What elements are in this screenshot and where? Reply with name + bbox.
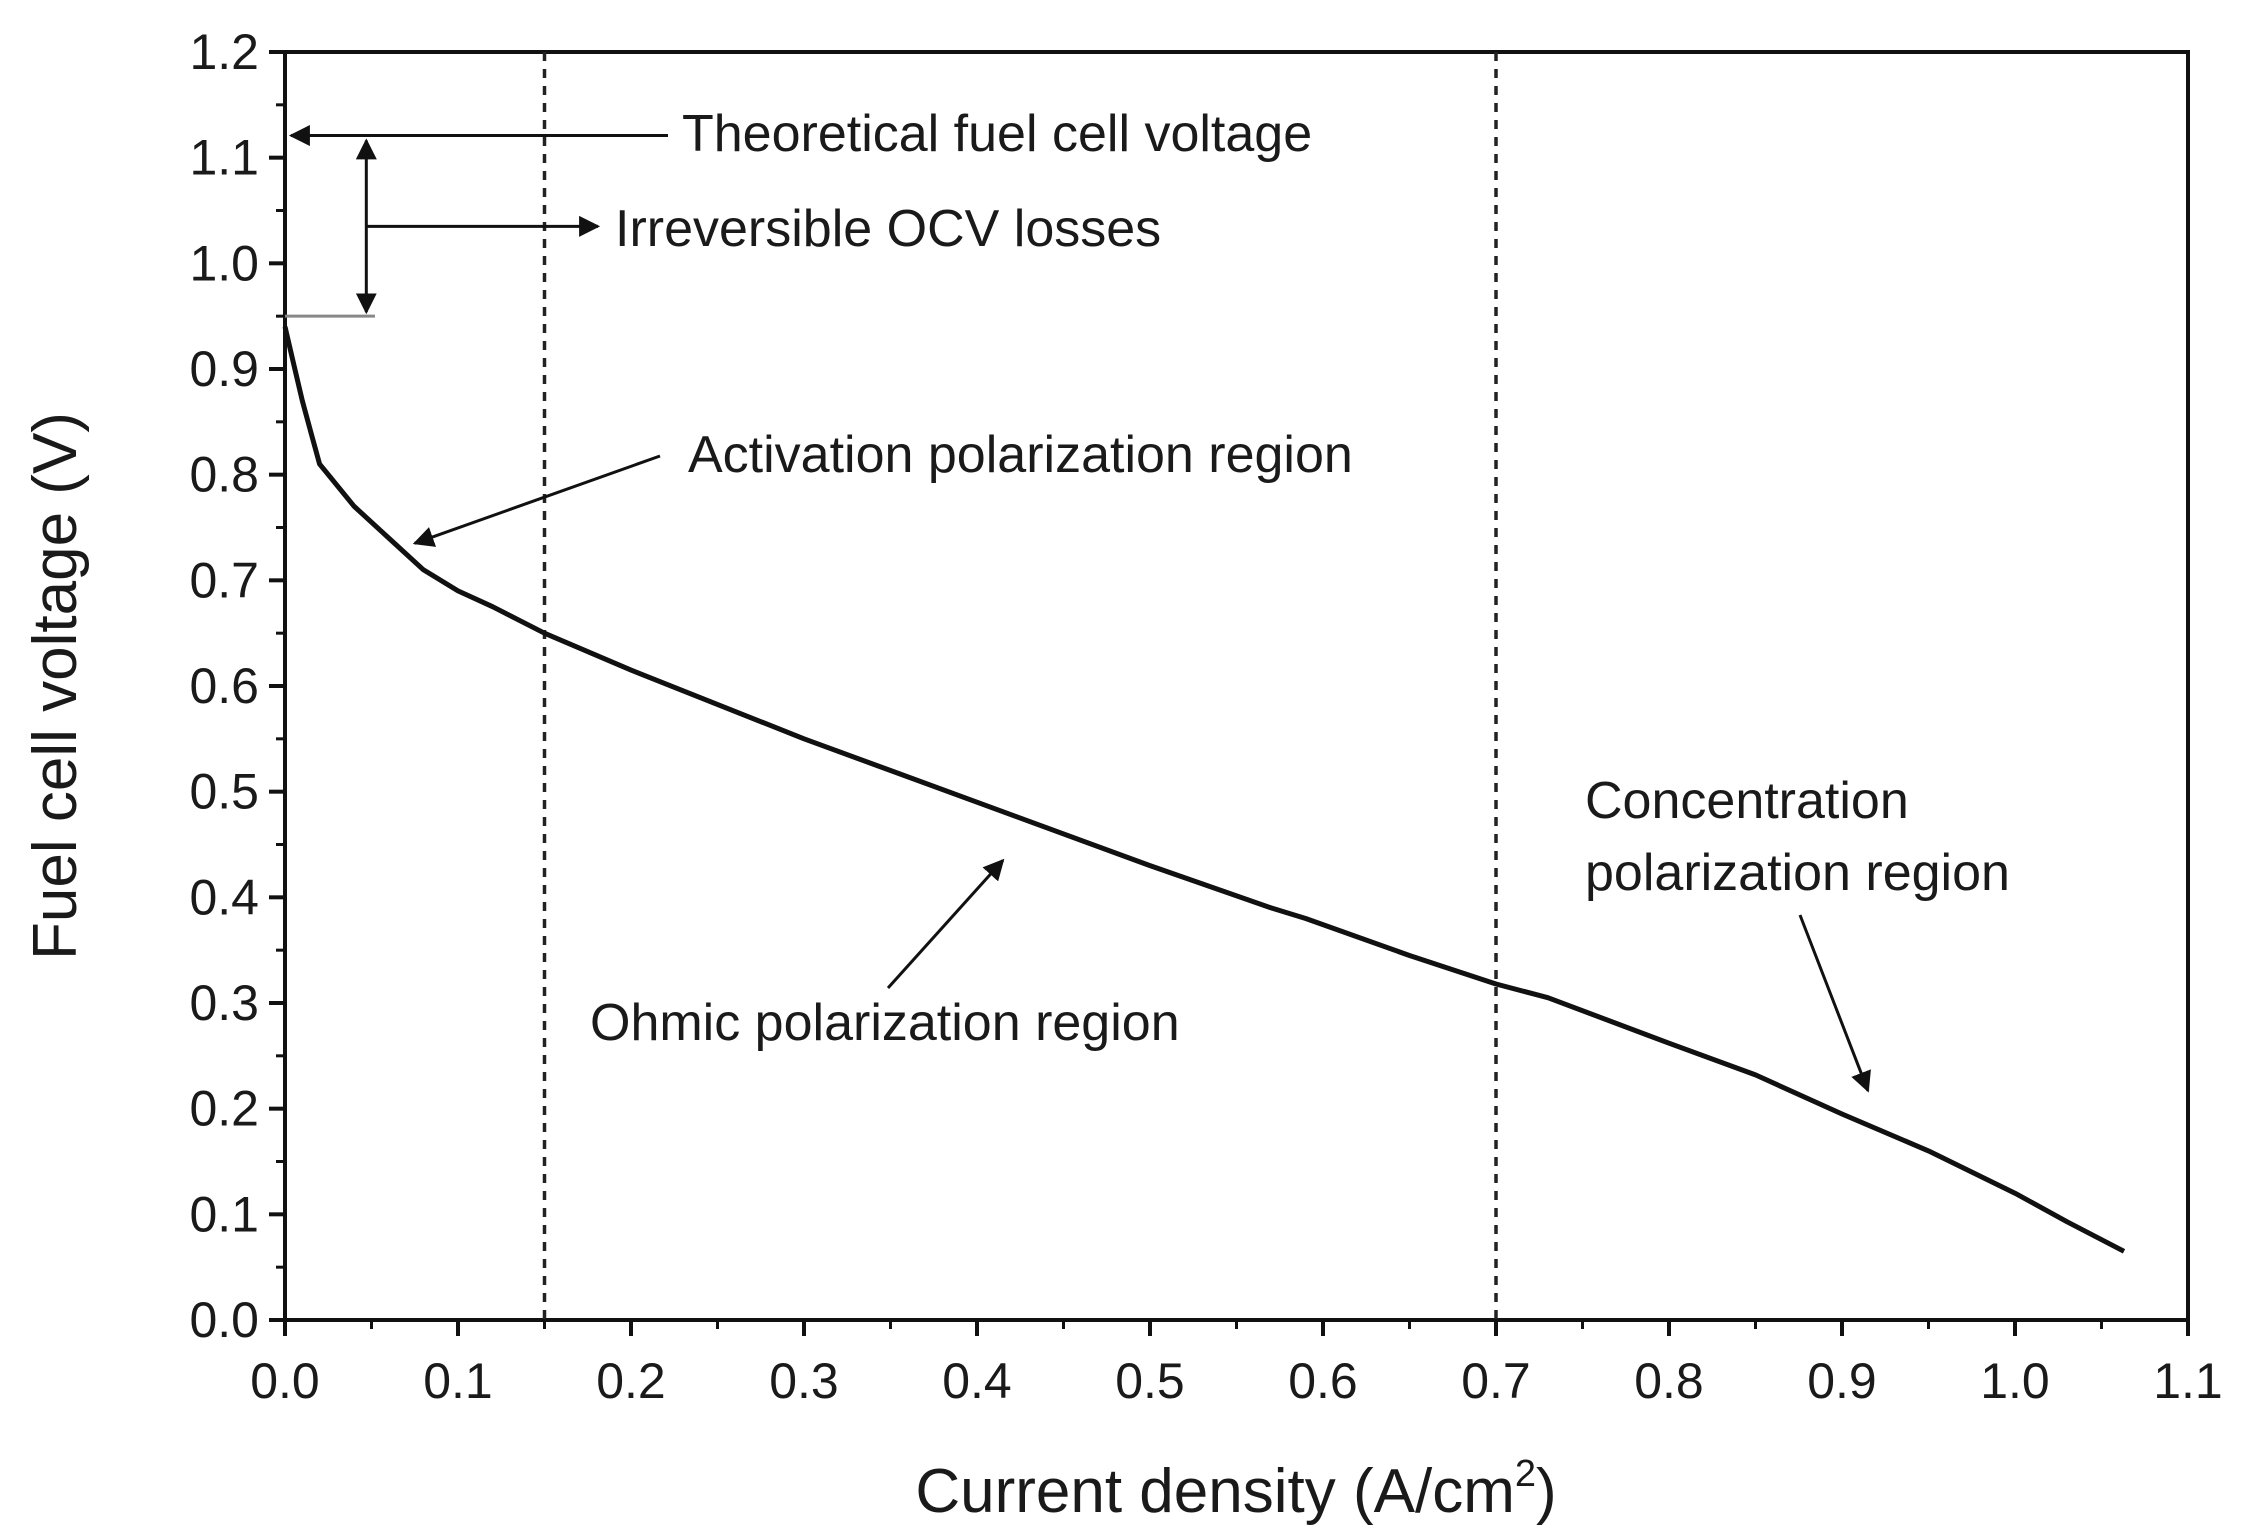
x-tick-label: 0.2: [596, 1353, 666, 1409]
y-tick-label: 0.1: [189, 1186, 259, 1242]
x-tick-label: 1.1: [2153, 1353, 2223, 1409]
x-tick-label: 0.4: [942, 1353, 1012, 1409]
x-tick-label: 1.0: [1980, 1353, 2050, 1409]
ohmic-region-arrow: [886, 858, 1005, 990]
concentration-region-label-line1: Concentration: [1585, 772, 1909, 830]
y-tick-label: 0.4: [189, 869, 259, 925]
y-tick-label: 1.1: [189, 130, 259, 186]
plot-frame: [283, 50, 2190, 1322]
concentration-region-label-line2: polarization region: [1585, 844, 2010, 902]
y-tick-label: 0.0: [189, 1292, 259, 1348]
ocv-losses-label: Irreversible OCV losses: [615, 200, 1161, 258]
x-tick-label: 0.7: [1461, 1353, 1531, 1409]
y-tick-label: 1.0: [189, 235, 259, 291]
x-tick-label: 0.0: [250, 1353, 320, 1409]
x-axis-title: Current density (A/cm2): [915, 1453, 1556, 1526]
x-tick-label: 0.5: [1115, 1353, 1185, 1409]
x-tick-label: 0.8: [1634, 1353, 1704, 1409]
theoretical-voltage-label: Theoretical fuel cell voltage: [682, 105, 1312, 163]
x-tick-label: 0.6: [1288, 1353, 1358, 1409]
y-axis-title: Fuel cell voltage (V): [21, 412, 90, 960]
y-tick-label: 0.3: [189, 975, 259, 1031]
y-tick-label: 0.9: [189, 341, 259, 397]
y-tick-label: 0.2: [189, 1081, 259, 1137]
y-tick-label: 0.7: [189, 552, 259, 608]
series-polarization-curve: [282, 326, 2126, 1254]
x-axis-ticks: 0.0 0.1 0.2 0.3 0.4 0.5 0.6 0.7 0.8 0.9 1.0 1.1: [250, 1320, 2223, 1409]
y-tick-label: 0.8: [189, 447, 259, 503]
y-tick-label: 0.6: [189, 658, 259, 714]
y-tick-label: 0.5: [189, 764, 259, 820]
x-tick-label: 0.3: [769, 1353, 839, 1409]
x-tick-label: 0.1: [423, 1353, 493, 1409]
activation-region-arrow: [412, 454, 661, 547]
activation-region-label: Activation polarization region: [688, 426, 1353, 484]
x-tick-label: 0.9: [1807, 1353, 1877, 1409]
ohmic-region-label: Ohmic polarization region: [590, 994, 1180, 1052]
y-tick-label: 1.2: [189, 24, 259, 80]
y-axis-ticks: 0.0 0.1 0.2 0.3 0.4 0.5 0.6 0.7 0.8 0.9 1.0 1.1 1.2: [189, 24, 285, 1348]
concentration-region-arrow: [1798, 914, 1871, 1093]
